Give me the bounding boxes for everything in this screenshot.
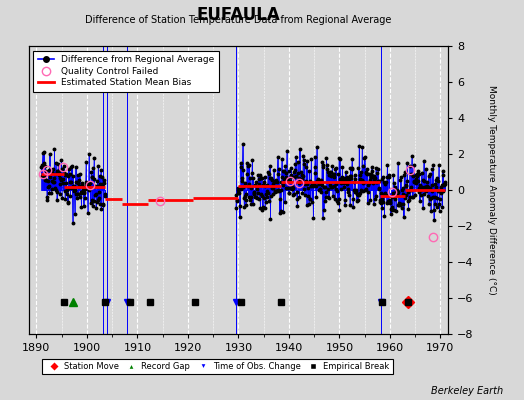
Text: Berkeley Earth: Berkeley Earth xyxy=(431,386,503,396)
Text: Difference of Station Temperature Data from Regional Average: Difference of Station Temperature Data f… xyxy=(85,15,391,25)
Text: EUFAULA: EUFAULA xyxy=(196,6,280,24)
Legend: Station Move, Record Gap, Time of Obs. Change, Empirical Break: Station Move, Record Gap, Time of Obs. C… xyxy=(42,359,392,374)
Y-axis label: Monthly Temperature Anomaly Difference (°C): Monthly Temperature Anomaly Difference (… xyxy=(487,85,496,295)
